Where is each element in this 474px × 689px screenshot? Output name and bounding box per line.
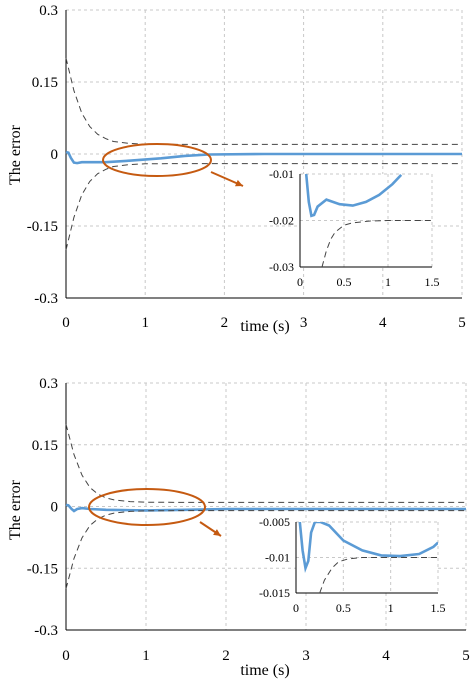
- inset-chart: 0 0.5 1 1.5 -0.005 -0.01 -0.015: [259, 515, 446, 615]
- inset-series-bound-line: [321, 220, 432, 267]
- inset-series-bound-line: [319, 557, 438, 593]
- series-bound-line: [65, 510, 466, 589]
- series-bound-line: [65, 57, 462, 145]
- inset-x-tick-label: 0.5: [337, 275, 352, 289]
- inset-y-tick-label: -0.005: [259, 515, 290, 529]
- y-tick-label: 0.15: [32, 438, 58, 454]
- y-tick-label: 0.15: [32, 75, 58, 91]
- y-tick-label: -0.3: [34, 623, 58, 639]
- x-tick-label: 1: [142, 648, 150, 664]
- x-axis-label: time (s): [240, 318, 289, 335]
- x-tick-label: 4: [379, 315, 387, 331]
- y-tick-label: 0.3: [39, 376, 58, 392]
- y-tick-label: -0.15: [27, 219, 58, 235]
- series-error-line: [65, 503, 466, 513]
- x-tick-label: 2: [222, 648, 230, 664]
- x-tick-label: 5: [458, 315, 466, 331]
- inset-series-error-line: [298, 522, 438, 573]
- y-tick-label: 0: [51, 500, 59, 516]
- inset-x-tick-label: 0: [297, 275, 303, 289]
- x-tick-label: 0: [62, 315, 70, 331]
- x-tick-label: 1: [141, 315, 149, 331]
- x-tick-label: 4: [382, 648, 390, 664]
- y-tick-label: 0.3: [39, 3, 58, 19]
- chart-top: 0 1 2 3 4 5 0.3 0.15 0 -0.15 -0.3 The error time (s)…: [7, 3, 466, 335]
- zoom-arrow-head: [213, 529, 221, 536]
- x-tick-label: 0: [62, 648, 70, 664]
- x-tick-label: 3: [300, 315, 308, 331]
- series-bound-line: [65, 163, 462, 251]
- chart-bottom: 0 1 2 3 4 5 0.3 0.15 0 -0.15 -0.3 The error time (s)…: [7, 376, 470, 679]
- y-tick-label: -0.15: [27, 561, 58, 577]
- inset-y-tick-label: -0.015: [259, 586, 290, 600]
- y-axis-label: The error: [7, 124, 24, 185]
- inset-y-tick-label: -0.02: [269, 214, 294, 228]
- y-axis-label: The error: [7, 479, 24, 540]
- inset-series-error-line: [304, 174, 403, 218]
- y-tick-label: -0.3: [34, 291, 58, 307]
- series-bound-line: [65, 424, 466, 503]
- inset-x-tick-label: 0.5: [336, 601, 351, 615]
- inset-x-tick-label: 1.5: [431, 601, 446, 615]
- inset-x-tick-label: 1: [388, 601, 394, 615]
- zoom-oval: [88, 488, 206, 526]
- inset-y-tick-label: -0.01: [269, 167, 294, 181]
- inset-x-tick-label: 1.5: [425, 275, 440, 289]
- inset-y-tick-label: -0.03: [269, 260, 294, 274]
- inset-x-tick-label: 1: [385, 275, 391, 289]
- zoom-oval: [102, 143, 212, 177]
- series-error-line: [65, 150, 462, 165]
- inset-y-tick-label: -0.01: [265, 551, 290, 565]
- x-tick-label: 5: [462, 648, 470, 664]
- x-tick-label: 3: [302, 648, 310, 664]
- y-tick-label: 0: [51, 147, 59, 163]
- inset-x-tick-label: 0: [293, 601, 299, 615]
- x-tick-label: 2: [221, 315, 229, 331]
- x-axis-label: time (s): [240, 662, 289, 679]
- zoom-arrow-head: [235, 179, 243, 187]
- inset-chart: 0 0.5 1 1.5 -0.01 -0.02 -0.03: [269, 167, 440, 289]
